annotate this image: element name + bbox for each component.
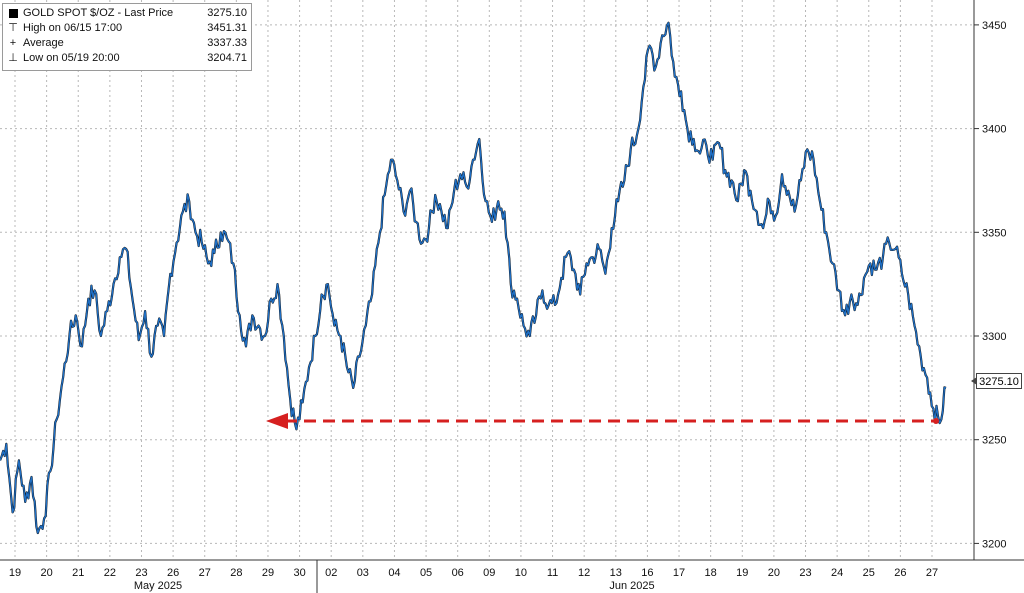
y-tick-label: 3350 [982, 227, 1006, 239]
x-tick-label: 11 [547, 567, 558, 579]
x-tick-label: 30 [293, 567, 305, 579]
x-tick-label: 26 [894, 567, 906, 579]
y-tick-label: 3450 [982, 20, 1006, 32]
x-tick-label: 27 [199, 567, 211, 579]
last-price-badge: 3275.10 [971, 373, 1022, 389]
legend-high-label: High on 06/15 17:00 [23, 22, 123, 34]
price-line [0, 22, 947, 534]
x-tick-label: 02 [325, 567, 337, 579]
x-tick-label: 18 [705, 567, 717, 579]
legend-row-low: ⊥ Low on 05/19 20:00 3204.71 [7, 51, 247, 66]
arrow-head [266, 413, 288, 429]
y-axis: 3200 3250 3300 3350 3400 3450 [974, 20, 1006, 550]
x-tick-label: 17 [673, 567, 685, 579]
x-tick-label: 10 [515, 567, 527, 579]
x-tick-label: 28 [230, 567, 242, 579]
arrow-tail-dot [933, 418, 939, 424]
low-marker-icon: ⊥ [8, 52, 18, 64]
y-tick-label: 3400 [982, 124, 1006, 136]
legend-row-average: + Average 3337.33 [7, 36, 247, 51]
x-tick-label: 05 [420, 567, 432, 579]
x-tick-label: 04 [388, 567, 400, 579]
x-tick-label: 12 [578, 567, 590, 579]
x-tick-label: 03 [357, 567, 369, 579]
x-tick-label: 19 [736, 567, 748, 579]
x-axis: 19 20 21 22 23 26 27 28 29 30 02 03 04 05 06 09 10 11 12 13… [9, 567, 938, 579]
x-tick-label: 27 [926, 567, 938, 579]
legend-high-value: 3451.31 [207, 22, 247, 34]
average-marker-icon: + [9, 37, 17, 49]
y-tick-label: 3200 [982, 538, 1006, 550]
legend-row-series: GOLD SPOT $/OZ - Last Price 3275.10 [7, 6, 247, 21]
x-grid-lines [14, 0, 933, 560]
legend-box: GOLD SPOT $/OZ - Last Price 3275.10 ⊤ Hi… [2, 3, 252, 71]
legend-average-value: 3337.33 [207, 37, 247, 49]
grid-lines [0, 24, 974, 544]
x-tick-label: 16 [641, 567, 653, 579]
x-tick-label: 19 [9, 567, 21, 579]
x-tick-label: 26 [167, 567, 179, 579]
x-tick-label: 24 [831, 567, 843, 579]
x-tick-label: 09 [483, 567, 495, 579]
legend-row-high: ⊤ High on 06/15 17:00 3451.31 [7, 21, 247, 36]
month-label-jun: Jun 2025 [609, 580, 654, 592]
legend-low-value: 3204.71 [207, 52, 247, 64]
y-tick-label: 3250 [982, 435, 1006, 447]
x-tick-label: 06 [452, 567, 464, 579]
y-tick-label: 3300 [982, 331, 1006, 343]
series-square-icon [7, 6, 19, 21]
x-tick-label: 22 [104, 567, 116, 579]
legend-average-label: Average [23, 37, 64, 49]
high-marker-icon: ⊤ [8, 22, 18, 34]
x-tick-label: 25 [863, 567, 875, 579]
legend-series-label: GOLD SPOT $/OZ - Last Price [23, 7, 174, 19]
x-tick-label: 21 [72, 567, 84, 579]
x-tick-label: 13 [610, 567, 622, 579]
x-tick-label: 29 [262, 567, 274, 579]
x-tick-label: 23 [135, 567, 147, 579]
x-tick-label: 20 [40, 567, 52, 579]
x-tick-label: 20 [768, 567, 780, 579]
x-tick-label: 23 [799, 567, 811, 579]
month-label-may: May 2025 [134, 580, 182, 592]
legend-low-label: Low on 05/19 20:00 [23, 52, 120, 64]
legend-last-price: 3275.10 [207, 7, 247, 19]
